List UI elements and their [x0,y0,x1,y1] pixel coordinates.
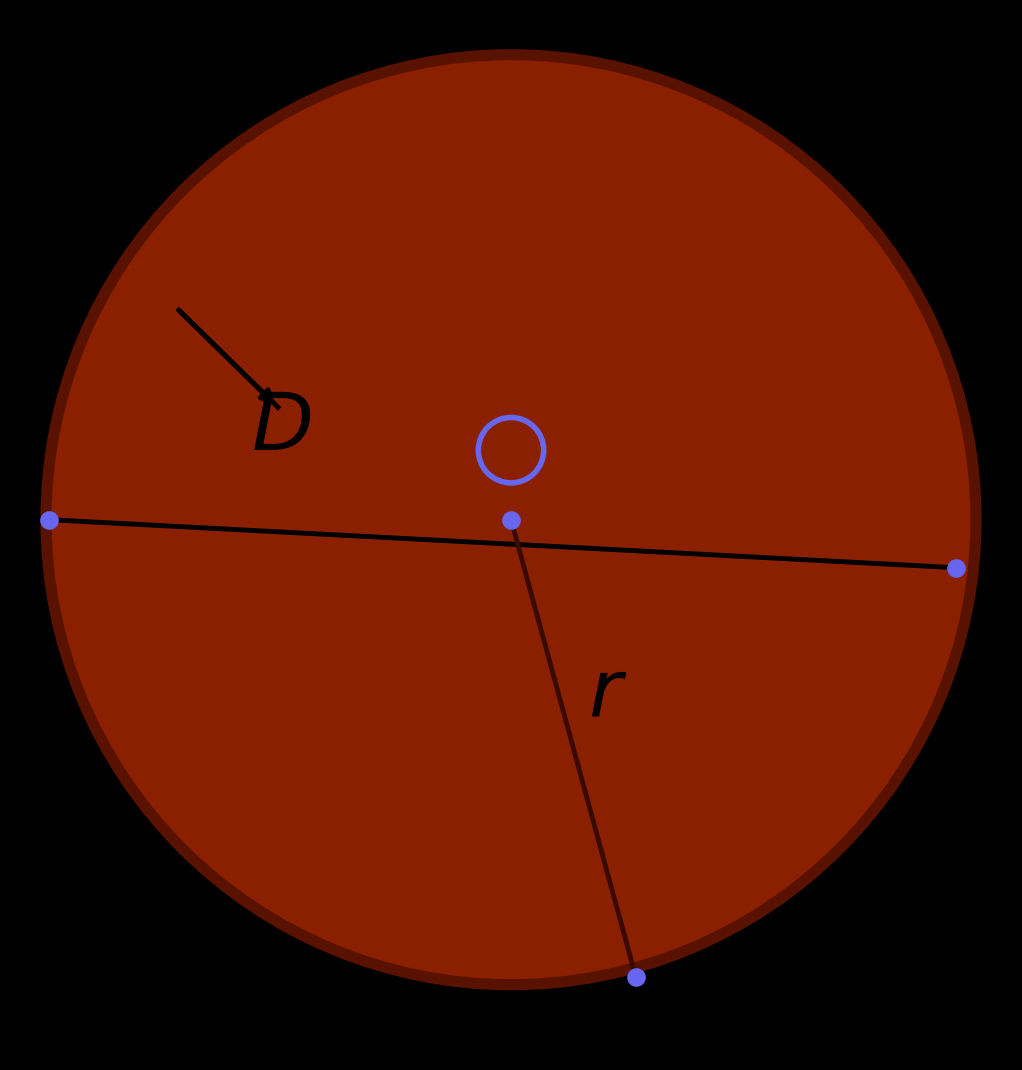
Point [628,968,644,985]
Text: $D$: $D$ [251,388,311,467]
Point [503,511,519,529]
Point [947,560,964,577]
Point [41,511,57,529]
Circle shape [46,55,976,984]
Text: $r$: $r$ [589,655,628,732]
